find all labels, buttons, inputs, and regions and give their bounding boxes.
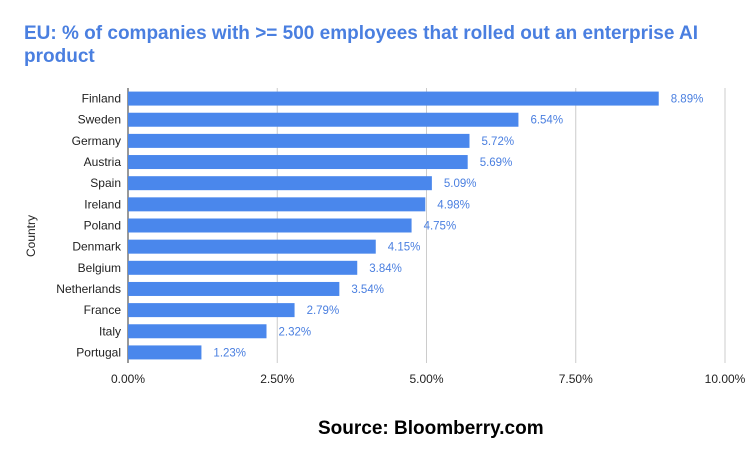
x-tick-label: 0.00% bbox=[111, 372, 145, 386]
value-label: 5.69% bbox=[480, 157, 513, 169]
bar-spain bbox=[128, 176, 432, 191]
bar-ireland bbox=[128, 197, 426, 212]
bar-france bbox=[128, 303, 295, 318]
category-label: Belgium bbox=[78, 261, 121, 275]
value-label: 8.89% bbox=[671, 94, 704, 106]
value-label: 4.15% bbox=[388, 242, 421, 254]
x-tick-label: 2.50% bbox=[260, 372, 294, 386]
bar-finland bbox=[128, 91, 659, 106]
category-label: Poland bbox=[84, 219, 121, 233]
labels: 0.00% 2.50% 5.00% 7.50% 10.00% Finland 8.89% Sw… bbox=[56, 92, 745, 386]
category-label: Netherlands bbox=[56, 282, 121, 296]
value-label: 3.54% bbox=[351, 284, 384, 296]
category-label: Italy bbox=[99, 324, 121, 338]
bar-sweden bbox=[128, 112, 519, 127]
value-label: 2.32% bbox=[279, 326, 312, 338]
bar-portugal bbox=[128, 345, 202, 360]
bar-poland bbox=[128, 218, 412, 233]
category-label: Ireland bbox=[84, 197, 121, 211]
category-label: Sweden bbox=[78, 113, 121, 127]
value-label: 6.54% bbox=[530, 115, 563, 127]
bar-netherlands bbox=[128, 281, 340, 296]
value-label: 3.84% bbox=[369, 263, 402, 275]
category-label: France bbox=[84, 303, 122, 317]
bar-austria bbox=[128, 155, 468, 170]
category-label: Denmark bbox=[72, 240, 122, 254]
source-note: Source: Bloomberry.com bbox=[318, 418, 544, 439]
bar-belgium bbox=[128, 260, 358, 275]
category-label: Finland bbox=[82, 92, 121, 106]
value-label: 4.98% bbox=[437, 199, 470, 211]
x-tick-label: 10.00% bbox=[705, 372, 746, 386]
category-label: Germany bbox=[72, 134, 121, 148]
value-label: 2.79% bbox=[307, 305, 340, 317]
x-tick-label: 7.50% bbox=[559, 372, 593, 386]
bar-denmark bbox=[128, 239, 376, 254]
category-label: Spain bbox=[90, 176, 121, 190]
value-label: 1.23% bbox=[213, 347, 246, 359]
value-label: 5.72% bbox=[481, 136, 514, 148]
bar-italy bbox=[128, 324, 267, 339]
x-tick-label: 5.00% bbox=[409, 372, 443, 386]
bars bbox=[128, 91, 659, 360]
y-axis-title: Country bbox=[24, 215, 38, 257]
value-label: 4.75% bbox=[424, 221, 457, 233]
chart-title: EU: % of companies with >= 500 employees… bbox=[24, 23, 698, 67]
value-label: 5.09% bbox=[444, 178, 477, 190]
bar-germany bbox=[128, 133, 470, 148]
category-label: Portugal bbox=[76, 345, 121, 359]
category-label: Austria bbox=[84, 155, 122, 169]
